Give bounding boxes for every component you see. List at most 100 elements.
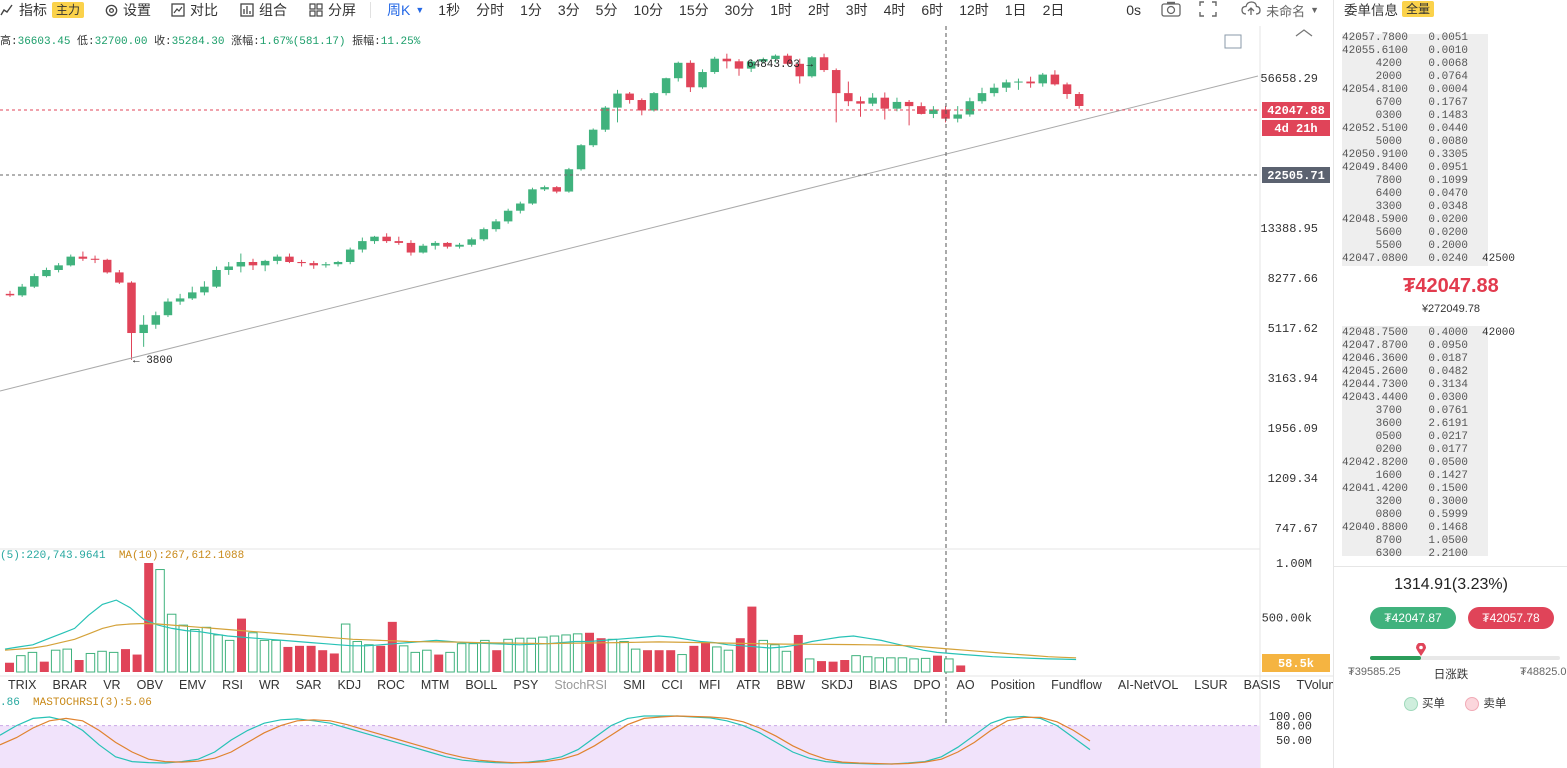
- timeframe-11[interactable]: 4时: [883, 2, 906, 18]
- volume-bar-up: [155, 569, 165, 673]
- volume-bar-down: [144, 563, 154, 672]
- ask-row[interactable]: 4200 0.0068: [1342, 58, 1542, 71]
- ask-row[interactable]: 42052.5100 0.0440: [1342, 123, 1542, 136]
- indicator-tab-fundflow[interactable]: Fundflow: [1051, 678, 1102, 692]
- indicator-tab-smi[interactable]: SMI: [623, 678, 646, 692]
- indicator-tab-dpo[interactable]: DPO: [913, 678, 941, 692]
- screenshot-button[interactable]: [1161, 0, 1181, 20]
- timeframe-6[interactable]: 15分: [679, 2, 709, 18]
- indicator-tab-skdj[interactable]: SKDJ: [821, 678, 853, 692]
- indicator-tab-sar[interactable]: SAR: [295, 678, 322, 692]
- asks-list: 42057.7800 0.0051 42055.6100 0.0010 4200 0.00…: [1342, 32, 1542, 266]
- bid-row[interactable]: 8700 1.0500: [1342, 535, 1542, 548]
- ask-row[interactable]: 7800 0.1099: [1342, 175, 1542, 188]
- indicator-tab-boll[interactable]: BOLL: [465, 678, 498, 692]
- chart-canvas[interactable]: 56658.29 13388.95 8277.66 5117.62 3163.94 195…: [0, 26, 1333, 768]
- indicator-tab-wr[interactable]: WR: [258, 678, 280, 692]
- timeframe-12[interactable]: 6时: [921, 2, 944, 18]
- indicator-tab-vr[interactable]: VR: [103, 678, 121, 692]
- bid-row[interactable]: 3200 0.3000: [1342, 496, 1542, 509]
- indicator-tab-atr[interactable]: ATR: [736, 678, 761, 692]
- candle-up: [759, 59, 768, 62]
- ask-row[interactable]: 2000 0.0764: [1342, 71, 1542, 84]
- timeframe-2[interactable]: 1分: [520, 2, 542, 18]
- timeframe-3[interactable]: 3分: [557, 2, 580, 18]
- indicator-tab-brar[interactable]: BRAR: [52, 678, 88, 692]
- timeframe-5[interactable]: 10分: [633, 2, 664, 18]
- indicator-tab-ao[interactable]: AO: [956, 678, 975, 692]
- ask-row[interactable]: 42054.8100 0.0004: [1342, 84, 1542, 97]
- indicators-button[interactable]: 指标 主力: [0, 0, 85, 20]
- timeframe-10[interactable]: 3时: [845, 2, 868, 18]
- indicator-tab-cci[interactable]: CCI: [661, 678, 683, 692]
- bid-row[interactable]: 6300 2.2100: [1342, 548, 1542, 561]
- bid-row[interactable]: 0200 0.0177: [1342, 444, 1542, 457]
- ask-row[interactable]: 5600 0.0200: [1342, 227, 1542, 240]
- bid-row[interactable]: 42043.4400 0.0300: [1342, 392, 1542, 405]
- chart-panel[interactable]: 56658.29 13388.95 8277.66 5117.62 3163.94 195…: [0, 26, 1333, 768]
- orderbook-depth-badge[interactable]: 全量: [1402, 1, 1435, 17]
- bid-row[interactable]: 42044.7300 0.3134: [1342, 379, 1542, 392]
- split-button[interactable]: 分屏: [309, 0, 356, 20]
- bid-row[interactable]: 42048.7500 0.4000 42000: [1342, 327, 1542, 340]
- indicator-tab-roc[interactable]: ROC: [377, 678, 405, 692]
- timeframe-14[interactable]: 1日: [1004, 2, 1027, 18]
- ask-row[interactable]: 0300 0.1483: [1342, 110, 1542, 123]
- ask-row[interactable]: 6400 0.0470: [1342, 188, 1542, 201]
- buy-price-button[interactable]: ₮42047.87: [1370, 607, 1456, 629]
- indicator-tab-kdj[interactable]: KDJ: [337, 678, 362, 692]
- indicator-tab-ai-netvol[interactable]: AI-NetVOL: [1117, 678, 1179, 692]
- ask-row[interactable]: 42050.9100 0.3305: [1342, 149, 1542, 162]
- ask-row[interactable]: 42047.0800 0.0240 42500: [1342, 253, 1542, 266]
- buy-legend-dot: [1404, 696, 1418, 711]
- ask-row[interactable]: 42049.8400 0.0951: [1342, 162, 1542, 175]
- timeframe-15[interactable]: 2日: [1042, 2, 1065, 18]
- timeframe-9[interactable]: 2时: [808, 2, 830, 18]
- indicator-tab-mfi[interactable]: MFI: [698, 678, 721, 692]
- bid-row[interactable]: 0800 0.5999: [1342, 509, 1542, 522]
- main-badge[interactable]: 主力: [52, 2, 85, 18]
- indicator-tab-trix[interactable]: TRIX: [8, 678, 37, 692]
- indicator-tab-mtm[interactable]: MTM: [420, 678, 450, 692]
- timeframe-0[interactable]: 1秒: [438, 2, 461, 18]
- timeframe-4[interactable]: 5分: [595, 2, 618, 18]
- ask-row[interactable]: 6700 0.1767: [1342, 97, 1542, 110]
- layout-dropdown[interactable]: 未命名 ▼: [1241, 0, 1319, 20]
- indicator-tab-obv[interactable]: OBV: [136, 678, 163, 692]
- timeframe-1[interactable]: 分时: [476, 2, 505, 18]
- compare-button[interactable]: 对比: [171, 0, 218, 20]
- bid-row[interactable]: 3600 2.6191: [1342, 418, 1542, 431]
- bid-row[interactable]: 1600 0.1427: [1342, 470, 1542, 483]
- bid-row[interactable]: 42042.8200 0.0500: [1342, 457, 1542, 470]
- sell-price-button[interactable]: ₮42057.78: [1468, 607, 1554, 629]
- ask-row[interactable]: 42048.5900 0.0200: [1342, 214, 1542, 227]
- indicator-tab-rsi[interactable]: RSI: [222, 678, 243, 692]
- combo-button[interactable]: 组合: [240, 0, 287, 20]
- bid-row[interactable]: 42046.3600 0.0187: [1342, 353, 1542, 366]
- indicator-tab-bias[interactable]: BIAS: [868, 678, 898, 692]
- indicator-tab-psy[interactable]: PSY: [513, 678, 539, 692]
- bid-row[interactable]: 3700 0.0761: [1342, 405, 1542, 418]
- ask-row[interactable]: 42055.6100 0.0010: [1342, 45, 1542, 58]
- bid-row[interactable]: 0500 0.0217: [1342, 431, 1542, 444]
- bid-row[interactable]: 42045.2600 0.0482: [1342, 366, 1542, 379]
- fullscreen-button[interactable]: [1199, 0, 1217, 20]
- ask-row[interactable]: 42057.7800 0.0051: [1342, 32, 1542, 45]
- period-dropdown[interactable]: 周K ▼: [381, 0, 430, 20]
- bid-row[interactable]: 42040.8800 0.1468: [1342, 522, 1542, 535]
- indicator-tab-position[interactable]: Position: [990, 678, 1036, 692]
- ask-row[interactable]: 3300 0.0348: [1342, 201, 1542, 214]
- indicator-tab-basis[interactable]: BASIS: [1243, 678, 1281, 692]
- indicator-tab-stochrsi[interactable]: StochRSI: [554, 678, 608, 692]
- timeframe-8[interactable]: 1时: [770, 2, 792, 18]
- settings-button[interactable]: 设置: [104, 0, 151, 20]
- ask-row[interactable]: 5000 0.0080: [1342, 136, 1542, 149]
- indicator-tab-emv[interactable]: EMV: [179, 678, 207, 692]
- timeframe-13[interactable]: 12时: [959, 2, 989, 18]
- bid-row[interactable]: 42041.4200 0.1500: [1342, 483, 1542, 496]
- bid-row[interactable]: 42047.8700 0.0950: [1342, 340, 1542, 353]
- ask-row[interactable]: 5500 0.2000: [1342, 240, 1542, 253]
- indicator-tab-lsur[interactable]: LSUR: [1194, 678, 1228, 692]
- timeframe-7[interactable]: 30分: [724, 2, 755, 18]
- indicator-tab-bbw[interactable]: BBW: [776, 678, 805, 692]
